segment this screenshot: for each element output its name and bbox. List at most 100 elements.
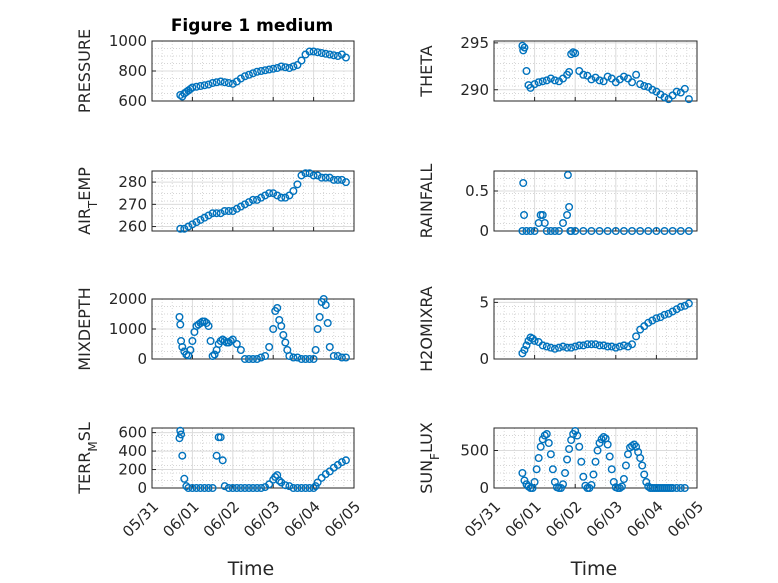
data-point: [289, 186, 298, 195]
subplot-pressure: 600 800 1000 PRESSURE: [75, 29, 355, 113]
y-tick-label: 1000: [109, 32, 147, 50]
data-point: [240, 484, 249, 493]
data-point: [281, 63, 290, 72]
data-point: [285, 482, 294, 491]
y-tick-label: 280: [118, 173, 147, 191]
data-point: [305, 355, 314, 364]
axes-box: [493, 427, 698, 489]
data-point: [210, 350, 219, 359]
data-point: [244, 198, 253, 207]
data-point: [248, 69, 257, 78]
data-point: [301, 355, 310, 364]
data-point: [593, 446, 602, 455]
data-point: [297, 56, 306, 65]
data-point: [236, 202, 245, 211]
data-point: [599, 341, 608, 350]
data-point: [603, 226, 612, 235]
data-point: [192, 484, 201, 493]
data-point: [186, 346, 195, 355]
data-point: [301, 169, 310, 178]
subplot-mixdepth: 0 1000 2000 MIXDEPTH: [75, 287, 355, 371]
y-tick-label: 0: [137, 350, 147, 368]
data-point: [188, 220, 197, 229]
y-axis-label: RAINFALL: [417, 164, 436, 239]
data-point: [240, 72, 249, 81]
data-point: [321, 301, 330, 310]
data-point: [642, 478, 651, 487]
data-point: [668, 91, 677, 100]
data-point: [605, 452, 614, 461]
y-tick-label: 5: [479, 293, 489, 311]
data-point: [228, 335, 237, 344]
data-point: [212, 78, 221, 87]
subplot-grid: 600 800 1000 PRESSURE 290 295 THETA 260 270 280 AI…: [75, 29, 707, 541]
data-point: [196, 484, 205, 493]
data-point: [579, 226, 588, 235]
y-tick-label: 270: [118, 195, 147, 213]
data-point: [257, 353, 266, 362]
data-point: [542, 430, 551, 439]
data-point: [542, 342, 551, 351]
data-point: [615, 484, 624, 493]
data-point: [648, 85, 657, 94]
data-point: [313, 171, 322, 180]
data-point: [273, 191, 282, 200]
data-point: [676, 484, 685, 493]
data-point: [571, 49, 580, 58]
data-point: [293, 61, 302, 70]
data-point: [204, 322, 213, 331]
data-point: [589, 470, 598, 479]
y-tick-label: 290: [460, 81, 489, 99]
data-point: [536, 442, 545, 451]
data-point: [200, 484, 209, 493]
data-point: [628, 226, 637, 235]
y-tick-label: 500: [460, 442, 489, 460]
data-point: [176, 320, 185, 329]
y-tick-label: 0: [479, 479, 489, 497]
data-point: [337, 175, 346, 184]
data-point: [554, 343, 563, 352]
data-point: [212, 451, 221, 460]
data-point: [337, 458, 346, 467]
data-point: [204, 80, 213, 89]
data-point: [684, 299, 693, 308]
data-point: [567, 343, 576, 352]
data-point: [619, 475, 628, 484]
data-point: [550, 76, 559, 85]
data-point: [281, 338, 290, 347]
data-point: [309, 47, 318, 56]
data-point: [597, 435, 606, 444]
data-point: [520, 210, 529, 219]
data-point: [603, 342, 612, 351]
data-point: [313, 48, 322, 57]
data-point: [277, 322, 286, 331]
data-point: [212, 209, 221, 218]
data-point: [269, 64, 278, 73]
data-point: [546, 343, 555, 352]
data-point: [648, 316, 657, 325]
data-point: [226, 337, 235, 346]
data-point: [253, 355, 262, 364]
data-point: [636, 226, 645, 235]
data-point: [309, 484, 318, 493]
data-point: [317, 473, 326, 482]
data-point: [676, 226, 685, 235]
data-point: [534, 454, 543, 463]
data-point: [277, 62, 286, 71]
x-tick-label: 05/31: [461, 498, 504, 541]
data-point: [325, 343, 334, 352]
data-point: [518, 226, 527, 235]
data-point: [220, 78, 229, 87]
data-point: [583, 340, 592, 349]
data-point: [285, 63, 294, 72]
y-tick-label: 2000: [109, 290, 147, 308]
data-point: [301, 484, 310, 493]
data-point: [623, 450, 632, 459]
data-point: [559, 342, 568, 351]
data-point: [232, 340, 241, 349]
data-point: [561, 469, 570, 478]
data-point: [257, 484, 266, 493]
data-point: [176, 224, 185, 233]
data-point: [619, 226, 628, 235]
data-point: [325, 173, 334, 182]
